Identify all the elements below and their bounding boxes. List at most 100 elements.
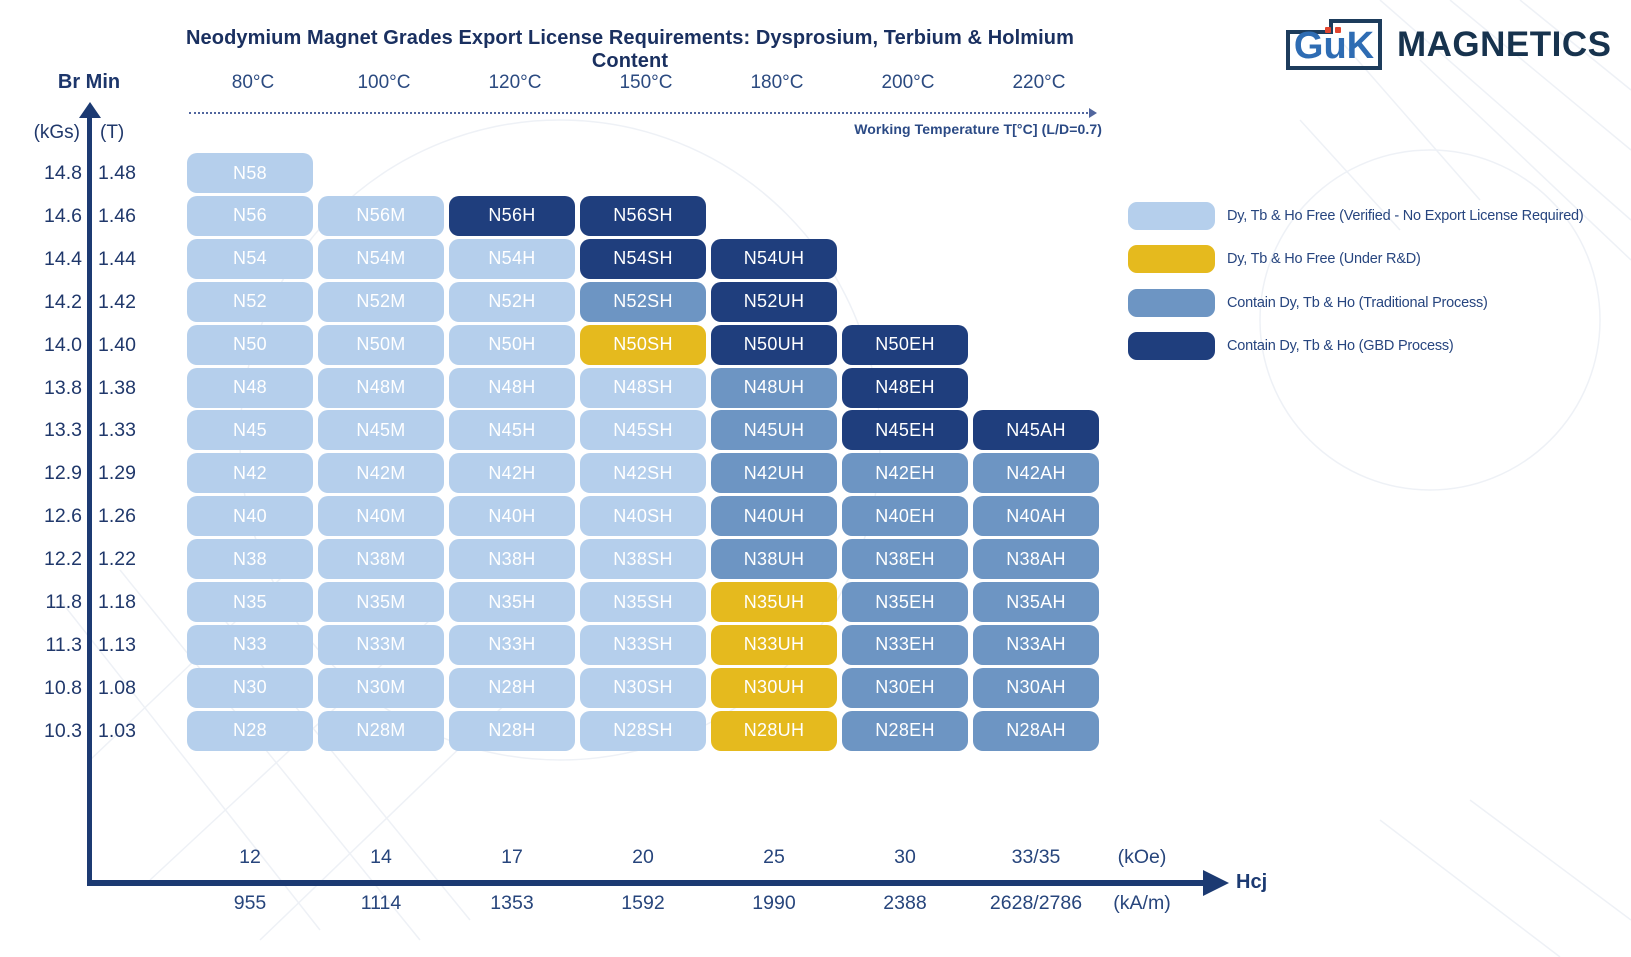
grade-cell-n52sh: N52SH: [580, 281, 706, 322]
grade-grid: N58 N56 N56M N56H N56SH N54 N54M N54H N54SH N54UH…: [187, 153, 1099, 773]
br-kgs-tick-label: 12.2: [44, 548, 82, 571]
grade-cell-n45sh: N45SH: [580, 410, 706, 451]
grade-cell-n38m: N38M: [318, 539, 444, 580]
koe-tick-label: 20: [632, 846, 654, 868]
br-kgs-tick-label: 14.8: [44, 162, 82, 184]
br-kgs-tick-label: 10.8: [44, 676, 82, 699]
temperature-axis-dotted-line: [189, 112, 1088, 114]
br-kgs-tick-label: 10.3: [44, 719, 82, 742]
y-axis-arrow-icon: [79, 102, 101, 118]
kam-tick-label: 2628/2786: [989, 892, 1083, 914]
br-t-tick-label: 1.18: [98, 591, 136, 613]
hcj-axis-arrow-icon: [1203, 870, 1229, 896]
grade-cell-n33uh: N33UH: [711, 624, 837, 665]
grade-cell-n45h: N45H: [449, 410, 575, 451]
legend-item-free: Dy, Tb & Ho Free (Verified - No Export L…: [1128, 202, 1584, 230]
kam-tick-label: 1592: [621, 892, 665, 914]
br-t-tick-label: 1.29: [98, 462, 136, 485]
grade-cell-n28ah: N28AH: [973, 710, 1099, 751]
grade-cell-n48h: N48H: [449, 367, 575, 408]
grade-cell-n30eh: N30EH: [842, 667, 968, 708]
grade-cell-n56m: N56M: [318, 195, 444, 236]
chart-title: Neodymium Magnet Grades Export License R…: [185, 27, 1074, 72]
grade-cell-n33: N33: [187, 624, 313, 665]
legend-label-traditional: Contain Dy, Tb & Ho (Traditional Process…: [1227, 294, 1488, 311]
grade-cell-n42: N42: [187, 453, 313, 494]
y-axis-unit-kgs: (kGs): [33, 122, 80, 143]
legend-item-traditional: Contain Dy, Tb & Ho (Traditional Process…: [1128, 288, 1488, 317]
grade-cell-n35: N35: [187, 582, 313, 622]
grade-cell-n58: N58: [187, 153, 313, 193]
grade-cell-n48uh: N48UH: [711, 367, 837, 408]
br-t-tick-label: 1.03: [98, 719, 136, 742]
grade-cell-n38sh: N38SH: [580, 539, 706, 580]
br-t-tick-label: 1.13: [98, 633, 136, 656]
grade-cell-n35m: N35M: [318, 582, 444, 622]
grade-cell-n28sh: N28SH: [580, 710, 706, 751]
grade-cell-n40: N40: [187, 496, 313, 537]
grade-cell-n40eh: N40EH: [842, 496, 968, 537]
y-axis-title: Br Min: [57, 71, 121, 93]
grade-cell-n35h: N35H: [449, 582, 575, 622]
logo-letter-g: G: [1293, 25, 1324, 67]
grade-cell-n52h: N52H: [449, 281, 575, 322]
br-t-tick-label: 1.33: [98, 419, 136, 442]
grade-cell-n38h: N38H: [449, 539, 575, 580]
koe-tick-label: 14: [370, 846, 392, 868]
koe-tick-label: 33/35: [1011, 846, 1061, 868]
grade-cell-n48: N48: [187, 367, 313, 408]
grade-cell-n30: N30: [187, 667, 313, 708]
logo-letter-u: u: [1323, 25, 1347, 67]
br-kgs-tick-label: 14.6: [44, 204, 82, 227]
grade-cell-n38eh: N38EH: [842, 539, 968, 580]
grade-cell-n35sh: N35SH: [580, 582, 706, 622]
grade-cell-n28h: N28H: [449, 667, 575, 708]
koe-tick-label: 30: [894, 846, 916, 868]
temp-tick-label: 100°C: [357, 72, 411, 93]
br-kgs-tick-label: 14.4: [44, 247, 82, 270]
grade-cell-n28: N28: [187, 710, 313, 751]
grade-cell-n40sh: N40SH: [580, 496, 706, 537]
grade-cell-n40ah: N40AH: [973, 496, 1099, 537]
brand-logo: Gu K MAGNETICS: [1285, 16, 1625, 74]
br-t-tick-label: 1.40: [98, 333, 136, 356]
grade-cell-n30m: N30M: [318, 667, 444, 708]
grade-cell-n52: N52: [187, 281, 313, 322]
kam-unit-label: (kA/m): [1113, 892, 1171, 914]
grade-cell-n38: N38: [187, 539, 313, 580]
y-axis-line: [87, 117, 92, 883]
y-axis-unit-t: (T): [100, 122, 125, 143]
br-kgs-tick-label: 12.9: [44, 462, 82, 485]
grade-cell-n50m: N50M: [318, 324, 444, 365]
grade-cell-n56sh: N56SH: [580, 195, 706, 236]
grade-cell-n30ah: N30AH: [973, 667, 1099, 708]
grade-cell-n52m: N52M: [318, 281, 444, 322]
grade-cell-n38ah: N38AH: [973, 539, 1099, 580]
grade-cell-n54sh: N54SH: [580, 238, 706, 279]
grade-cell-n42eh: N42EH: [842, 453, 968, 494]
legend-swatch-traditional: [1128, 288, 1215, 317]
br-kgs-tick-label: 14.0: [44, 333, 82, 356]
grade-cell-n56: N56: [187, 195, 313, 236]
grade-cell-n45ah: N45AH: [973, 410, 1099, 451]
grade-cell-n48m: N48M: [318, 367, 444, 408]
grade-cell-n40m: N40M: [318, 496, 444, 537]
grade-cell-n33ah: N33AH: [973, 624, 1099, 665]
grade-cell-n33m: N33M: [318, 624, 444, 665]
legend-label-free: Dy, Tb & Ho Free (Verified - No Export L…: [1227, 208, 1584, 224]
grade-cell-n56h: N56H: [449, 195, 575, 236]
br-kgs-tick-label: 11.8: [45, 591, 82, 613]
temp-tick-label: 220°C: [1012, 72, 1066, 93]
grade-cell-n42uh: N42UH: [711, 453, 837, 494]
kam-tick-label: 1353: [490, 892, 534, 914]
grade-cell-n45m: N45M: [318, 410, 444, 451]
br-kgs-tick-label: 13.3: [44, 419, 82, 442]
logo-guk-text: Gu K: [1285, 22, 1383, 70]
grade-cell-n48sh: N48SH: [580, 367, 706, 408]
logo-name-text: MAGNETICS: [1397, 25, 1612, 64]
br-kgs-tick-label: 13.8: [44, 376, 82, 399]
grade-cell-n50h: N50H: [449, 324, 575, 365]
legend-label-gbd: Contain Dy, Tb & Ho (GBD Process): [1227, 337, 1454, 354]
grade-cell-n28h: N28H: [449, 710, 575, 751]
